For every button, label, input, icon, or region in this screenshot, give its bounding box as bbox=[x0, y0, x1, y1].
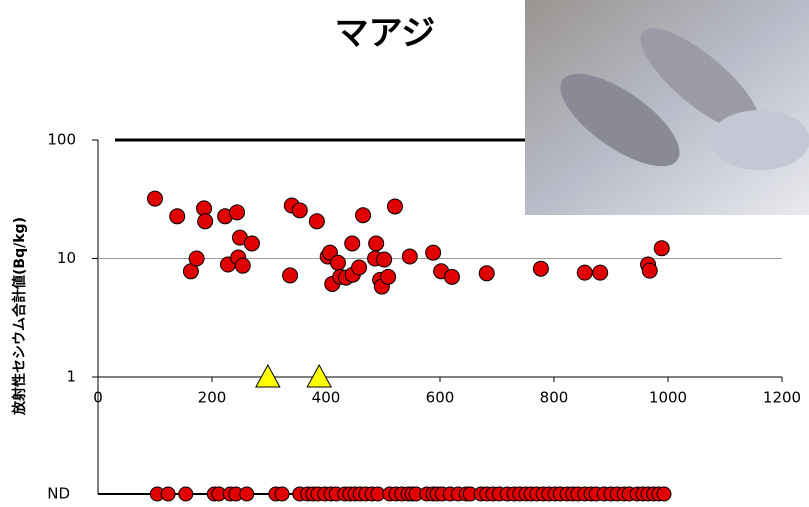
y-tick-label: 100 bbox=[47, 131, 76, 149]
data-point bbox=[425, 244, 442, 261]
data-point bbox=[478, 265, 495, 282]
data-point bbox=[592, 264, 609, 281]
chart-title: マアジ bbox=[335, 14, 436, 54]
data-point bbox=[532, 260, 549, 277]
nd-label: ND bbox=[47, 485, 70, 503]
data-point bbox=[653, 240, 670, 257]
data-point bbox=[386, 198, 403, 215]
data-point bbox=[197, 213, 214, 230]
data-point bbox=[401, 248, 418, 265]
data-point bbox=[641, 262, 658, 279]
data-point bbox=[282, 267, 299, 284]
data-point bbox=[368, 235, 385, 252]
y-axis-label: 放射性セシウム合計値(Bq/kg) bbox=[11, 217, 28, 416]
data-point bbox=[243, 235, 260, 252]
data-point bbox=[351, 259, 368, 276]
nd-point bbox=[274, 486, 290, 502]
nd-point bbox=[160, 486, 176, 502]
x-tick-label: 800 bbox=[540, 389, 569, 407]
data-point bbox=[308, 213, 325, 230]
data-point bbox=[291, 202, 308, 219]
x-tick-label: 600 bbox=[426, 389, 455, 407]
data-point bbox=[188, 250, 205, 267]
x-tick-label: 400 bbox=[312, 389, 341, 407]
data-point bbox=[329, 254, 346, 271]
data-point bbox=[229, 204, 246, 221]
nd-point bbox=[656, 486, 672, 502]
x-tick-label: 1000 bbox=[649, 389, 687, 407]
data-point bbox=[169, 208, 186, 225]
y-tick-label: 1 bbox=[66, 368, 76, 386]
nd-point bbox=[239, 486, 255, 502]
x-tick-label: 0 bbox=[93, 389, 103, 407]
data-point bbox=[344, 235, 361, 252]
triangle-point bbox=[255, 363, 281, 388]
data-point bbox=[147, 190, 163, 207]
data-point bbox=[443, 268, 460, 285]
data-point bbox=[355, 207, 372, 224]
nd-point bbox=[178, 486, 194, 502]
x-tick-label: 1200 bbox=[763, 389, 801, 407]
data-point bbox=[234, 257, 251, 274]
y-tick-label: 10 bbox=[57, 249, 76, 267]
x-tick-label: 200 bbox=[198, 389, 227, 407]
triangle-point bbox=[306, 363, 333, 388]
data-point bbox=[380, 268, 397, 285]
data-point bbox=[376, 251, 393, 268]
data-point bbox=[576, 264, 593, 281]
photo bbox=[525, 0, 809, 215]
